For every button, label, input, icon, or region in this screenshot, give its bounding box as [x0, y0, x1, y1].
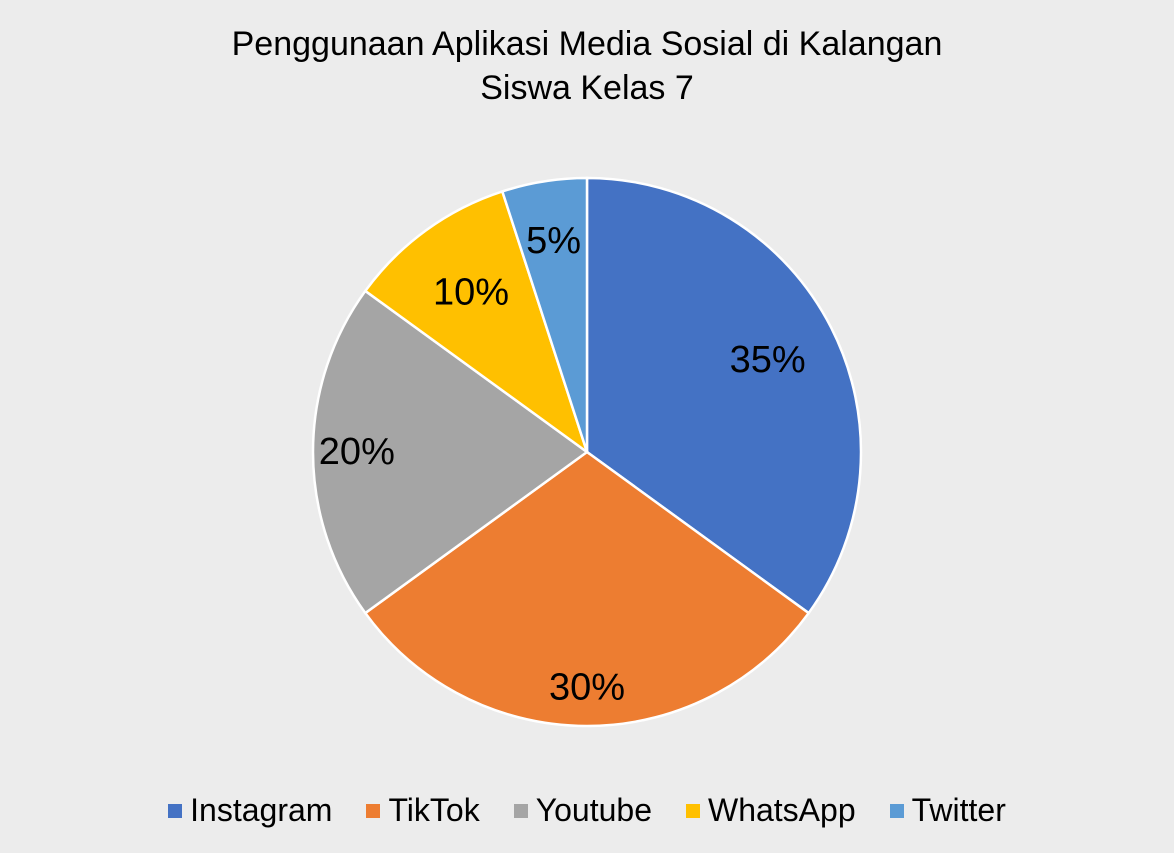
legend-item-tiktok: TikTok — [366, 792, 480, 829]
pie-slice-youtube — [311, 289, 590, 615]
chart-title-line-2: Siswa Kelas 7 — [480, 69, 694, 107]
legend-swatch-whatsapp — [685, 803, 700, 818]
legend-item-whatsapp: WhatsApp — [685, 792, 856, 829]
legend-item-youtube: Youtube — [513, 792, 652, 829]
legend-label-youtube: Youtube — [535, 792, 652, 828]
legend-swatch-instagram — [168, 803, 183, 818]
chart-legend: Instagram TikTok Youtube WhatsApp Twitter — [0, 792, 1174, 829]
pie-slice-instagram — [585, 176, 863, 615]
legend-swatch-youtube — [513, 803, 528, 818]
pie-slice-whatsapp — [363, 189, 590, 456]
chart-title-line-1: Penggunaan Aplikasi Media Sosial di Kala… — [231, 25, 943, 63]
legend-swatch-twitter — [889, 803, 904, 818]
legend-label-tiktok: TikTok — [388, 792, 480, 828]
pie-slice-tiktok — [363, 450, 811, 728]
legend-item-twitter: Twitter — [889, 792, 1006, 829]
data-label-twitter: 5% — [526, 220, 581, 262]
legend-label-instagram: Instagram — [190, 792, 333, 828]
legend-label-twitter: Twitter — [911, 792, 1006, 828]
chart-title: Penggunaan Aplikasi Media Sosial di Kala… — [0, 22, 1174, 110]
legend-item-instagram: Instagram — [168, 792, 332, 829]
data-label-youtube: 20% — [319, 431, 395, 473]
data-label-instagram: 35% — [730, 339, 806, 381]
data-label-whatsapp: 10% — [433, 271, 509, 313]
legend-label-whatsapp: WhatsApp — [707, 792, 856, 828]
pie-slice-twitter — [500, 176, 589, 453]
legend-swatch-tiktok — [366, 803, 381, 818]
data-label-tiktok: 30% — [549, 667, 625, 709]
